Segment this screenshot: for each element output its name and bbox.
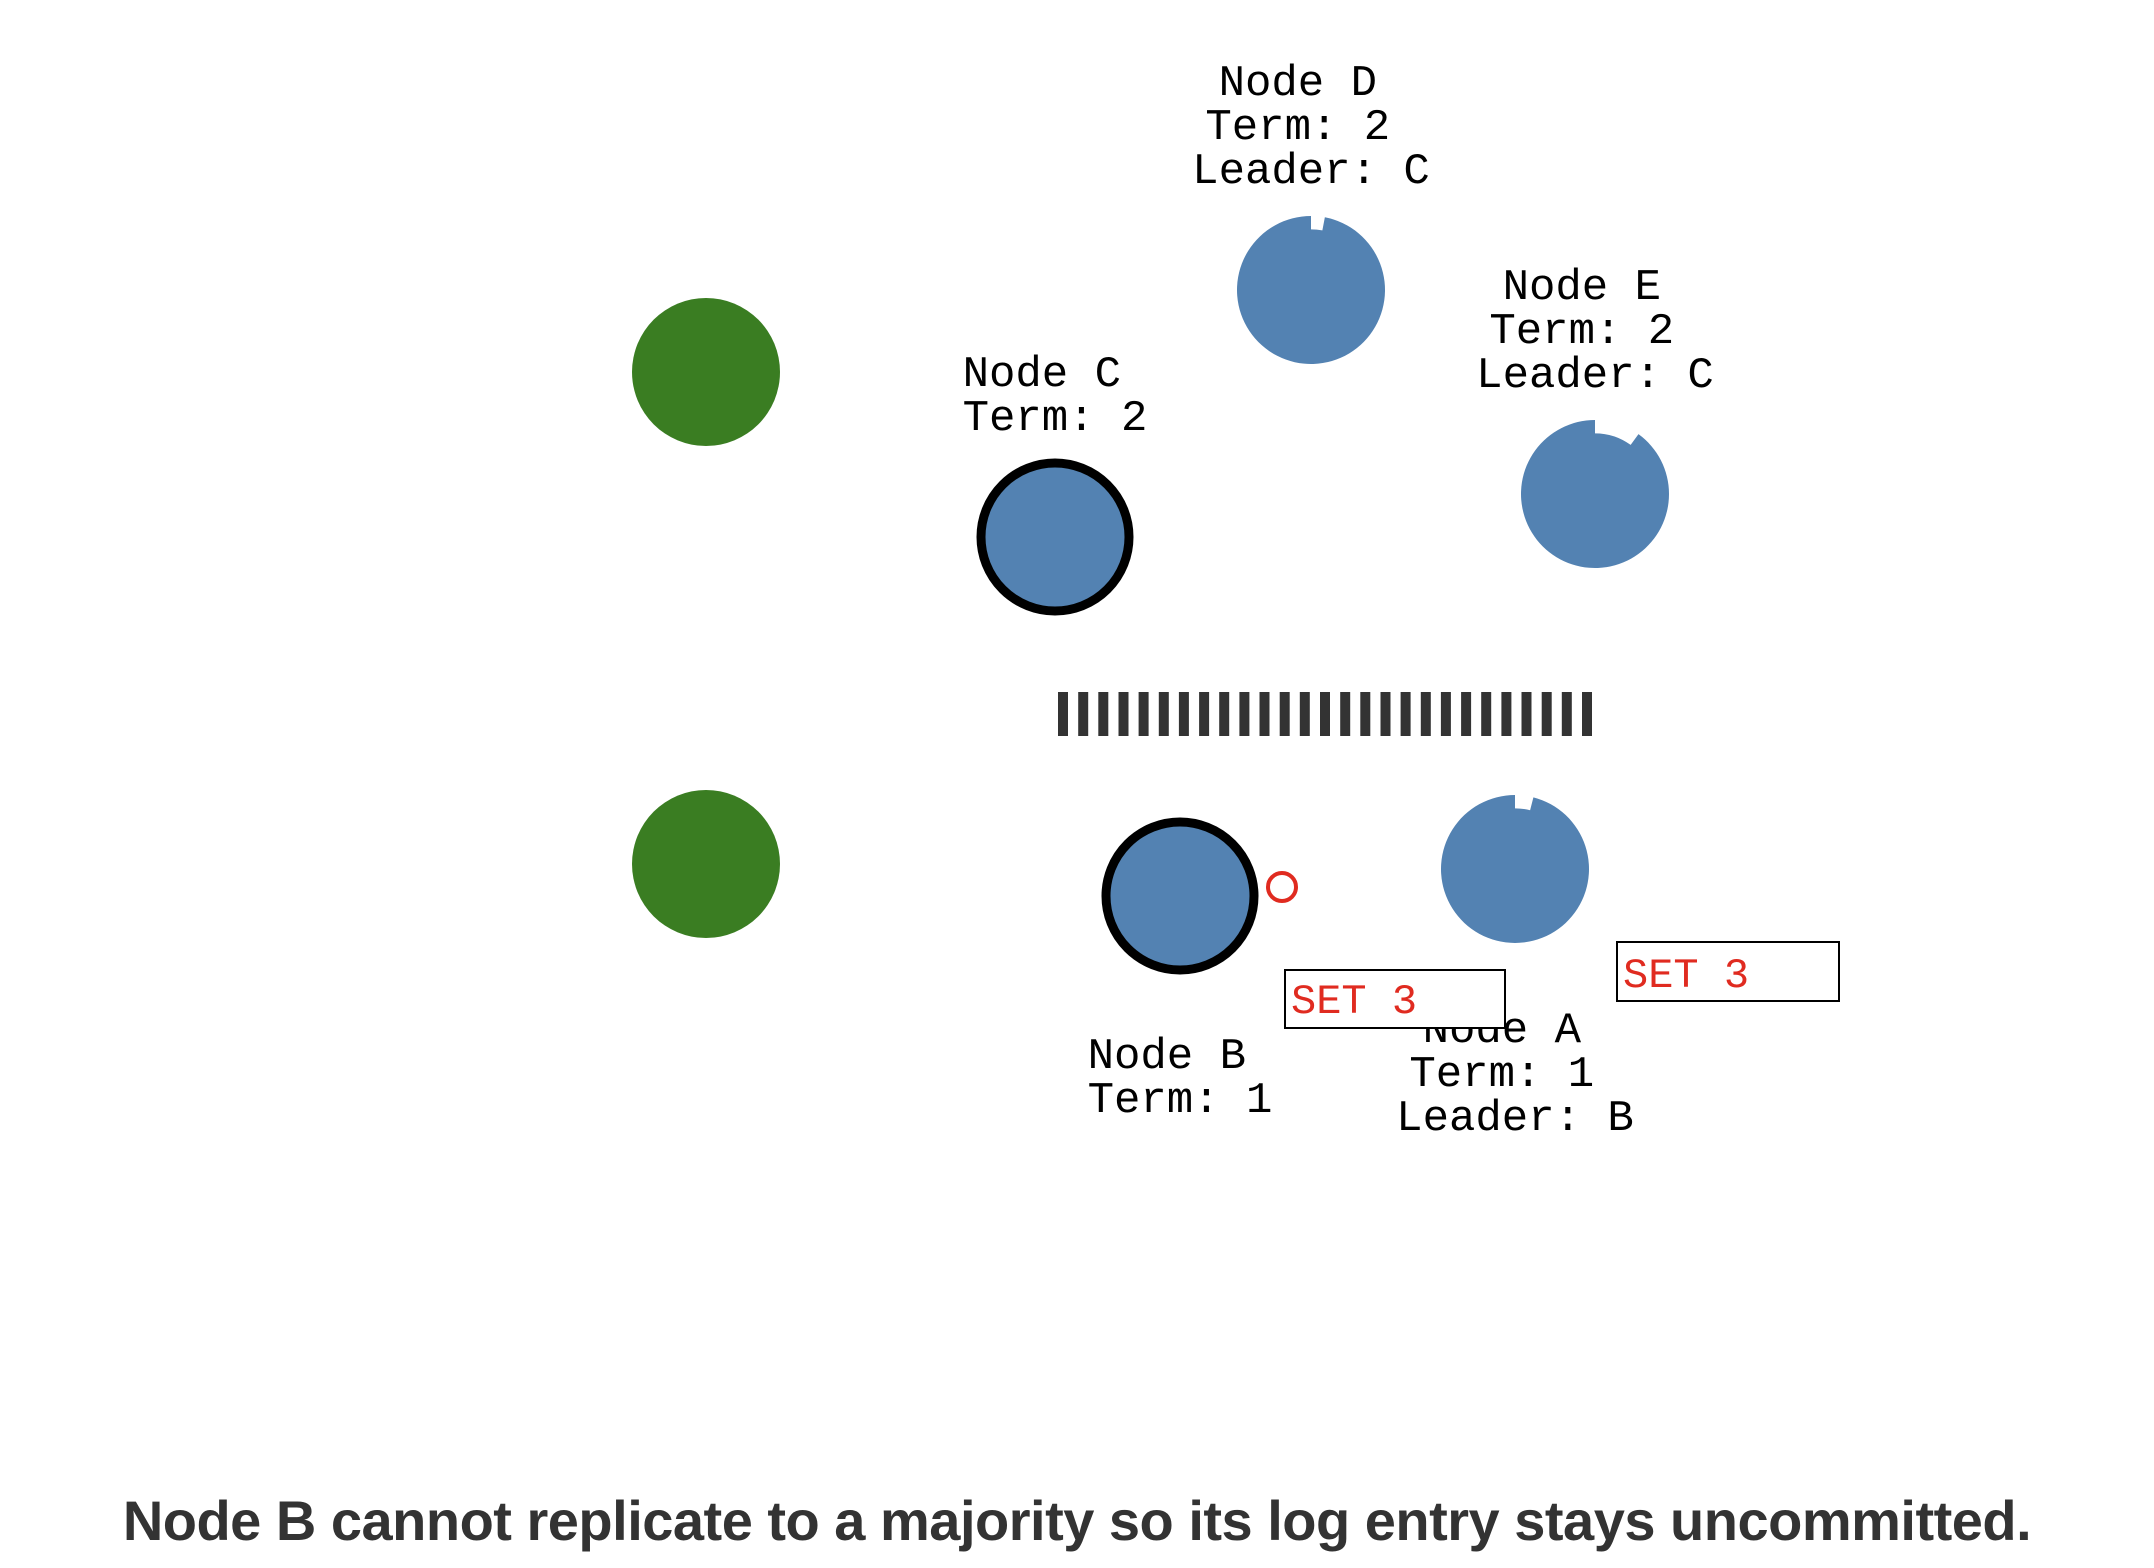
partition-bar bbox=[1178, 692, 1189, 736]
node-e-timeout-icon bbox=[1520, 420, 1670, 569]
node-d-timeout-icon bbox=[1237, 216, 1386, 364]
partition-bar bbox=[1340, 692, 1351, 736]
node-a-label: Node A Term: 1 Leader: B bbox=[1396, 1006, 1634, 1144]
partition-bar bbox=[1259, 692, 1270, 736]
log-entry-node-b-text: SET 3 bbox=[1291, 978, 1417, 1026]
append-entries-message-icon bbox=[1266, 871, 1298, 903]
partition-bar bbox=[1582, 692, 1592, 736]
node-b-label-line-2: Term: 1 bbox=[1088, 1076, 1273, 1126]
node-b-label-line-1: Node B bbox=[1088, 1032, 1246, 1082]
node-c-leader-icon bbox=[976, 458, 1134, 616]
partition-bar bbox=[1118, 692, 1129, 736]
partition-bar bbox=[1501, 692, 1512, 736]
partition-bar bbox=[1541, 692, 1552, 736]
node-d-label: Node D Term: 2 Leader: C bbox=[1192, 59, 1430, 197]
node-b[interactable]: Node B Term: 1 bbox=[1088, 817, 1273, 1126]
node-b-label: Node B Term: 1 bbox=[1088, 1032, 1273, 1126]
partition-bar bbox=[1279, 692, 1290, 736]
partition-bar bbox=[1239, 692, 1250, 736]
node-e-label: Node E Term: 2 Leader: C bbox=[1476, 263, 1714, 401]
node-c-label-line-1: Node C bbox=[963, 350, 1121, 400]
partition-bar bbox=[1158, 692, 1169, 736]
node-b-leader-icon bbox=[1101, 817, 1259, 975]
node-a-label-line-3: Leader: B bbox=[1396, 1094, 1634, 1144]
node-d-label-line-1: Node D bbox=[1219, 59, 1377, 109]
client-top-icon bbox=[632, 298, 780, 446]
node-e-label-line-2: Term: 2 bbox=[1489, 307, 1674, 357]
partition-bar bbox=[1521, 692, 1532, 736]
node-c-label: Node C Term: 2 bbox=[963, 350, 1148, 444]
log-entry-node-a-box bbox=[1616, 941, 1840, 1002]
partition-bar bbox=[1098, 692, 1109, 736]
partition-bar bbox=[1380, 692, 1391, 736]
partition-bar bbox=[1320, 692, 1330, 736]
node-a-timeout-icon bbox=[1441, 795, 1590, 943]
partition-bar bbox=[1400, 692, 1411, 736]
node-d-label-line-2: Term: 2 bbox=[1205, 103, 1390, 153]
log-entry-node-b-box bbox=[1284, 969, 1506, 1029]
node-a-label-line-2: Term: 1 bbox=[1409, 1050, 1594, 1100]
partition-bar bbox=[1078, 692, 1089, 736]
partition-bar bbox=[1360, 692, 1371, 736]
partition-bar bbox=[1440, 692, 1451, 736]
node-d[interactable]: Node D Term: 2 Leader: C bbox=[1192, 59, 1430, 364]
partition-bar bbox=[1299, 692, 1310, 736]
partition-bar bbox=[1461, 692, 1472, 736]
partition-bar bbox=[1219, 692, 1230, 736]
network-partition-barrier bbox=[1058, 692, 1592, 736]
node-d-label-line-3: Leader: C bbox=[1192, 147, 1430, 197]
partition-bar bbox=[1199, 692, 1210, 736]
partition-bar bbox=[1058, 692, 1068, 736]
node-e[interactable]: Node E Term: 2 Leader: C bbox=[1476, 263, 1714, 569]
partition-bar bbox=[1481, 692, 1492, 736]
node-e-label-line-1: Node E bbox=[1503, 263, 1661, 313]
node-c-label-line-2: Term: 2 bbox=[963, 394, 1148, 444]
step-caption: Node B cannot replicate to a majority so… bbox=[122, 1489, 2032, 1552]
node-e-label-line-3: Leader: C bbox=[1476, 351, 1714, 401]
partition-bar bbox=[1420, 692, 1431, 736]
node-a[interactable]: Node A Term: 1 Leader: B bbox=[1396, 795, 1634, 1144]
partition-bar bbox=[1138, 692, 1149, 736]
log-entry-node-b: SET 3 bbox=[1284, 969, 1506, 1029]
partition-bar bbox=[1561, 692, 1572, 736]
client-bottom-icon bbox=[632, 790, 780, 938]
node-c[interactable]: Node C Term: 2 bbox=[963, 350, 1148, 616]
log-entry-node-a: SET 3 bbox=[1616, 941, 1840, 1002]
log-entry-node-a-text: SET 3 bbox=[1623, 952, 1749, 1000]
